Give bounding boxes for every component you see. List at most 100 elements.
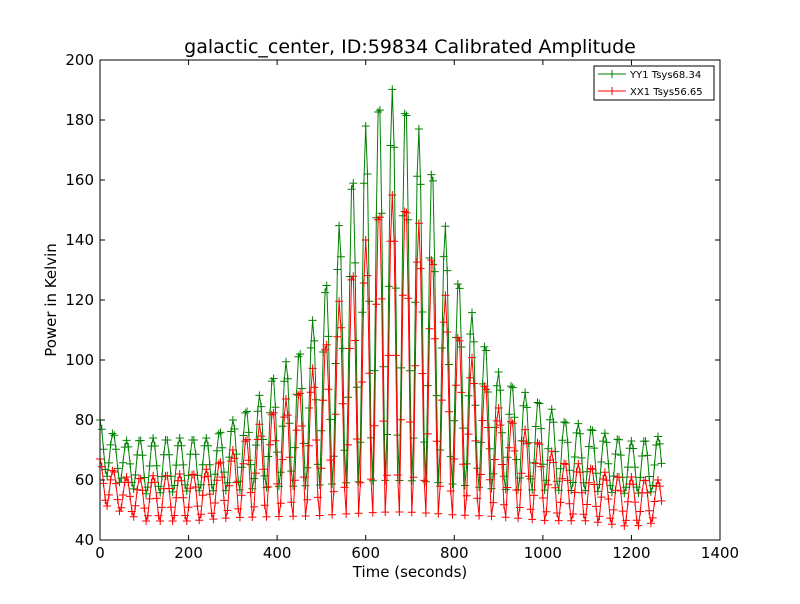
series-point-1 xyxy=(246,488,255,497)
series-point-1 xyxy=(526,505,535,514)
series-point-1 xyxy=(294,391,303,400)
series-point-0 xyxy=(312,395,321,404)
series-point-0 xyxy=(402,111,411,120)
series-point-1 xyxy=(239,459,248,468)
series-point-1 xyxy=(333,332,342,341)
series-point-1 xyxy=(117,503,126,512)
series-point-1 xyxy=(576,468,585,477)
y-axis-label: Power in Kelvin xyxy=(42,243,60,357)
series-point-0 xyxy=(414,125,423,133)
series-point-0 xyxy=(104,458,113,467)
series-point-1 xyxy=(177,476,186,485)
series-point-1 xyxy=(558,474,567,483)
series-point-0 xyxy=(623,463,632,472)
series-point-1 xyxy=(414,219,423,228)
series-point-1 xyxy=(149,471,158,480)
series-point-0 xyxy=(453,280,462,288)
series-point-0 xyxy=(482,346,491,355)
series-point-1 xyxy=(306,388,315,397)
series-point-0 xyxy=(356,438,365,447)
series-point-1 xyxy=(329,487,338,496)
series-point-1 xyxy=(636,507,645,516)
series-point-0 xyxy=(234,477,243,486)
series-point-0 xyxy=(150,442,159,450)
series-point-1 xyxy=(331,410,340,419)
series-point-1 xyxy=(352,435,361,443)
series-point-0 xyxy=(172,461,181,470)
series-point-1 xyxy=(409,473,418,482)
series-point-1 xyxy=(528,515,537,524)
series-point-1 xyxy=(172,493,181,502)
series-point-1 xyxy=(336,323,345,332)
series-point-1 xyxy=(345,344,354,353)
series-point-0 xyxy=(296,350,305,359)
series-point-0 xyxy=(145,462,154,470)
series-point-1 xyxy=(606,514,615,523)
x-tick-label: 800 xyxy=(440,544,469,562)
series-point-0 xyxy=(168,487,177,496)
series-point-1 xyxy=(204,472,213,481)
series-point-0 xyxy=(322,281,331,290)
series-point-0 xyxy=(333,265,342,274)
series-point-1 xyxy=(391,351,400,360)
series-point-1 xyxy=(508,419,517,428)
series-point-1 xyxy=(322,340,331,349)
series-point-1 xyxy=(142,517,151,525)
series-point-0 xyxy=(329,452,338,461)
series-point-0 xyxy=(370,366,379,375)
series-point-0 xyxy=(179,460,188,469)
series-point-0 xyxy=(336,252,345,261)
series-point-1 xyxy=(627,473,636,481)
series-point-1 xyxy=(420,476,429,485)
series-point-1 xyxy=(515,503,524,512)
series-point-1 xyxy=(432,437,441,446)
series-point-0 xyxy=(315,481,324,489)
series-point-1 xyxy=(97,462,106,471)
series-point-1 xyxy=(218,473,227,482)
series-point-0 xyxy=(282,357,290,366)
plot-frame xyxy=(99,59,721,541)
series-point-0 xyxy=(136,436,145,445)
series-point-1 xyxy=(379,417,388,426)
series-point-1 xyxy=(395,508,404,516)
series-point-0 xyxy=(563,438,572,447)
series-point-1 xyxy=(540,516,549,525)
series-point-1 xyxy=(168,517,177,525)
series-point-1 xyxy=(531,459,540,468)
series-point-1 xyxy=(152,494,161,503)
series-point-0 xyxy=(409,434,418,443)
series-point-1 xyxy=(244,456,253,465)
series-point-0 xyxy=(198,460,207,469)
series-point-0 xyxy=(423,381,432,390)
series-point-0 xyxy=(622,483,631,492)
series-point-0 xyxy=(654,432,662,441)
series-point-1 xyxy=(579,510,588,519)
series-point-0 xyxy=(577,453,586,462)
series-point-0 xyxy=(445,360,453,369)
series-point-0 xyxy=(349,179,358,188)
series-point-0 xyxy=(140,473,149,482)
series-point-1 xyxy=(565,499,574,508)
series-point-0 xyxy=(260,471,269,480)
series-point-1 xyxy=(351,336,360,345)
series-point-1 xyxy=(418,369,427,378)
series-point-0 xyxy=(142,489,151,498)
series-point-1 xyxy=(441,291,450,300)
series-point-1 xyxy=(308,364,317,373)
series-point-0 xyxy=(638,452,647,460)
series-point-1 xyxy=(361,236,370,244)
series-point-0 xyxy=(228,416,237,424)
series-point-0 xyxy=(413,172,422,181)
series-point-0 xyxy=(214,429,223,438)
series-point-0 xyxy=(177,441,186,450)
series-point-0 xyxy=(560,418,569,426)
series-point-1 xyxy=(225,481,234,490)
series-point-1 xyxy=(297,422,306,430)
series-point-0 xyxy=(237,463,246,472)
series-point-1 xyxy=(393,471,402,479)
series-point-0 xyxy=(498,428,507,437)
series-point-0 xyxy=(429,176,437,185)
series-point-1 xyxy=(464,430,473,439)
series-point-0 xyxy=(645,472,654,481)
